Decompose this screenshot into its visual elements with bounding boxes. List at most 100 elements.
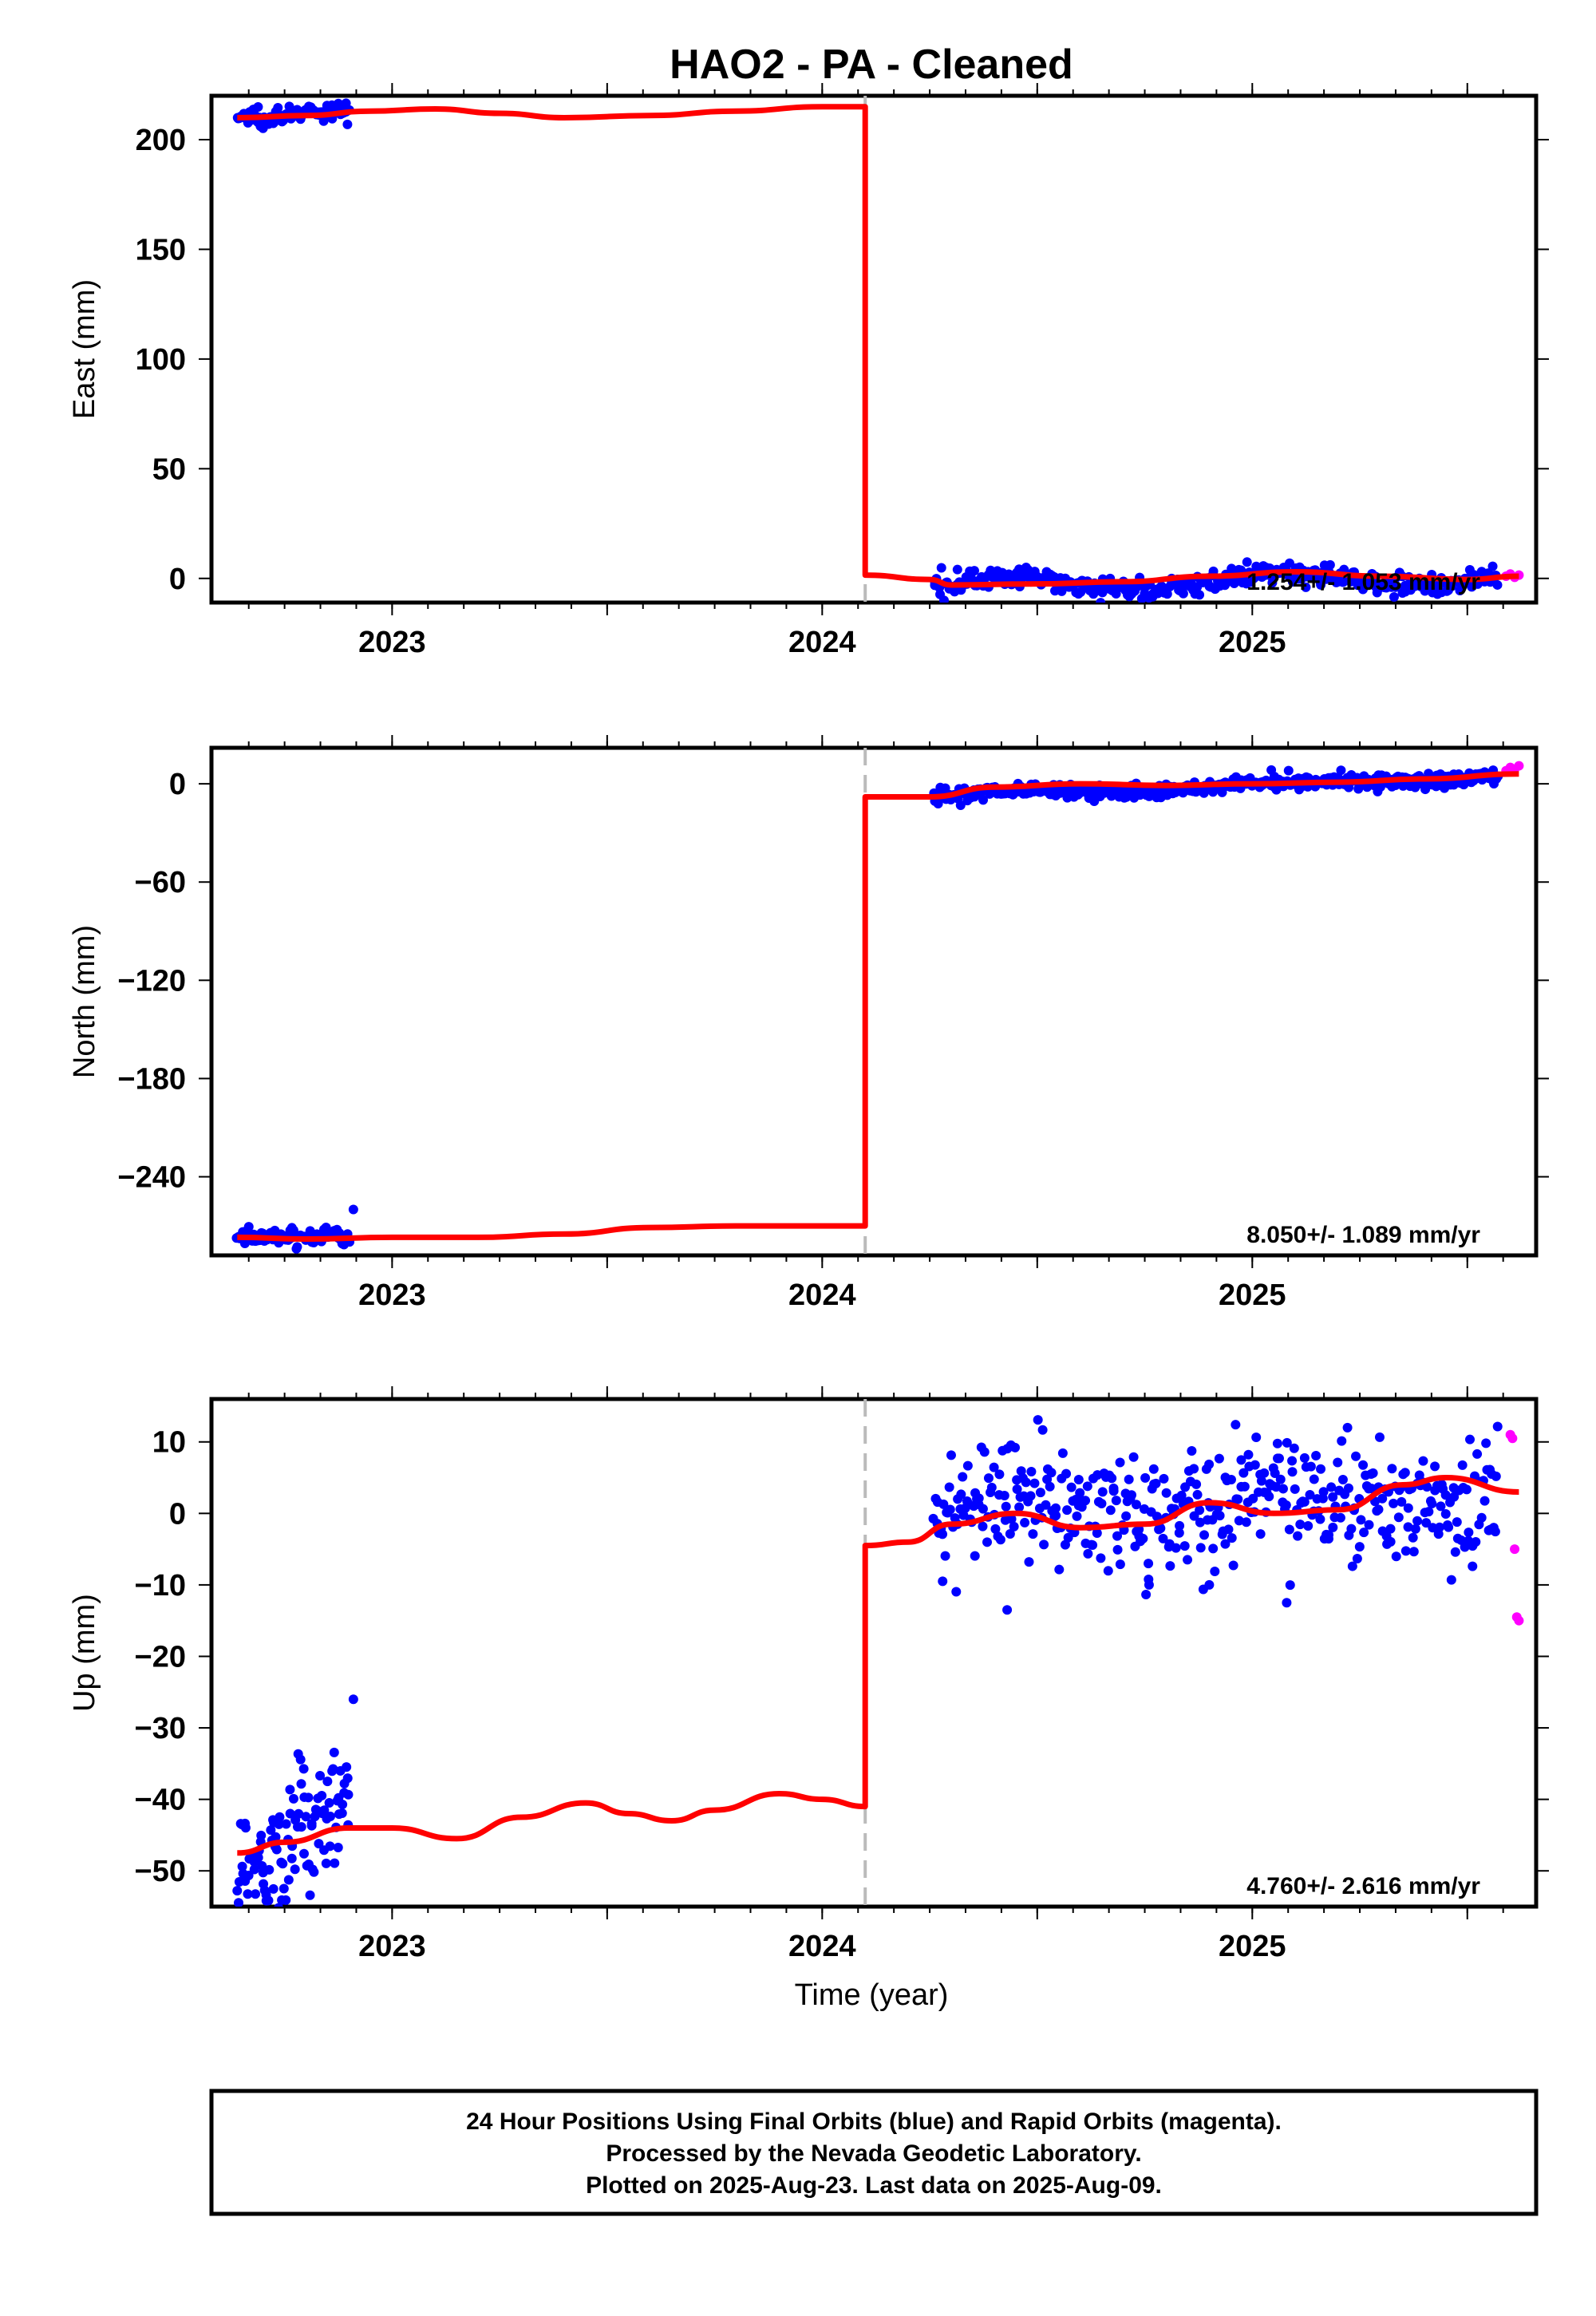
final-orbit-outlier [348,1694,358,1705]
final-orbit-point [1283,765,1294,776]
final-orbit-point [266,1825,276,1836]
final-orbit-point [281,1895,291,1905]
final-orbit-point [285,1808,295,1819]
final-orbit-point [1281,1500,1291,1510]
final-orbit-point [1178,588,1188,599]
final-orbit-point [1346,1524,1357,1534]
final-orbit-point [1337,1474,1348,1484]
final-orbit-point [1112,1544,1123,1555]
final-orbit-point [281,1819,291,1829]
rapid-orbit-point [1507,1433,1518,1444]
final-orbit-point [1464,1528,1474,1538]
final-orbit-point [1033,1415,1043,1425]
final-orbit-point [1097,1487,1108,1497]
final-orbit-point [1140,1472,1151,1483]
final-orbit-point [1289,1443,1299,1453]
final-orbit-point [1161,1488,1171,1498]
final-orbit-point [1347,1561,1357,1571]
final-orbit-point [1208,1543,1219,1554]
final-orbit-point [1012,1484,1022,1495]
final-orbit-point [1374,1432,1385,1442]
y-tick-label: 0 [169,768,186,801]
final-orbit-point [1131,1500,1141,1510]
final-orbit-point [1227,1533,1237,1543]
final-orbit-point [330,1858,340,1868]
final-orbit-point [1299,1496,1310,1507]
final-orbit-point [1045,1481,1055,1492]
final-orbit-point [1256,1476,1266,1486]
velocity-label: 4.760+/- 2.616 mm/yr [1246,1873,1480,1899]
y-axis-label: Up (mm) [68,1594,101,1712]
final-orbit-point [1259,1468,1270,1478]
final-orbit-point [1479,1496,1490,1506]
final-orbit-point [1452,1517,1462,1528]
final-orbit-point [263,1895,274,1906]
y-tick-label: 200 [136,124,186,157]
final-orbit-point [1088,1539,1098,1550]
final-orbit-point [938,595,949,603]
final-orbit-point [1238,1468,1249,1478]
footer-line-1: 24 Hour Positions Using Final Orbits (bl… [466,2109,1282,2135]
final-orbit-point [271,1832,281,1842]
final-orbit-point [974,1493,984,1504]
final-orbit-point [1403,1503,1413,1513]
final-orbit-point [1148,1464,1159,1474]
final-orbit-point [1309,1474,1319,1484]
final-orbit-point [324,1798,334,1808]
final-orbit-point [1457,1460,1468,1470]
final-orbit-point [1231,1420,1241,1430]
y-tick-label: 100 [136,343,186,377]
final-orbit-point [1408,1547,1419,1557]
final-orbit-point [969,566,979,576]
final-orbit-point [1115,1457,1125,1468]
final-orbit-point [940,1551,950,1561]
final-orbit-point [1234,1516,1244,1526]
final-orbit-point [1096,1498,1107,1508]
x-axis-label: Time (year) [795,1978,949,2012]
final-orbit-point [1274,1453,1284,1464]
final-orbit-point [325,1841,335,1852]
final-orbit-point [1325,559,1335,570]
final-orbit-point [1318,1487,1329,1497]
final-orbit-point [1026,1466,1037,1476]
final-orbit-point [958,1472,968,1482]
final-orbit-point [936,563,946,573]
final-orbit-point [325,1811,335,1821]
final-orbit-point [970,1551,980,1561]
final-orbit-point [1165,1561,1175,1571]
final-orbit-point [1175,1520,1185,1531]
final-orbit-point [1199,1530,1210,1540]
final-orbit-point [1191,1479,1202,1489]
final-orbit-point [1461,1484,1472,1495]
final-orbit-point [1344,782,1354,792]
final-orbit-point [1284,1524,1294,1535]
final-orbit-point [938,1529,948,1539]
final-orbit-point [1063,1532,1073,1543]
final-orbit-point [315,1770,326,1780]
final-orbit-point [1025,1491,1036,1501]
final-orbit-point [1192,1489,1203,1500]
final-orbit-point [1377,1493,1388,1504]
x-tick-label: 2023 [358,1279,426,1312]
final-orbit-point [986,1482,997,1492]
final-orbit-point [237,1861,247,1871]
final-orbit-point [1195,590,1205,600]
y-tick-label: 0 [169,1497,186,1531]
y-tick-label: −240 [117,1161,186,1195]
final-orbit-point [1174,1528,1184,1538]
final-orbit-point [1422,1481,1432,1492]
final-orbit-point [1373,1504,1384,1515]
y-tick-label: −10 [135,1569,186,1603]
final-orbit-point [1189,1464,1199,1474]
y-tick-label: −20 [135,1640,186,1674]
final-orbit-point [1239,1481,1250,1492]
y-axis-label: North (mm) [68,925,101,1078]
final-orbit-point [1010,1442,1021,1452]
final-orbit-point [978,1521,988,1531]
final-orbit-point [301,1812,311,1822]
rapid-orbit-point [1514,761,1524,771]
final-orbit-point [1403,1522,1413,1532]
final-orbit-point [1299,1452,1310,1463]
final-orbit-point [1303,1520,1314,1531]
final-orbit-point [1424,1507,1434,1517]
